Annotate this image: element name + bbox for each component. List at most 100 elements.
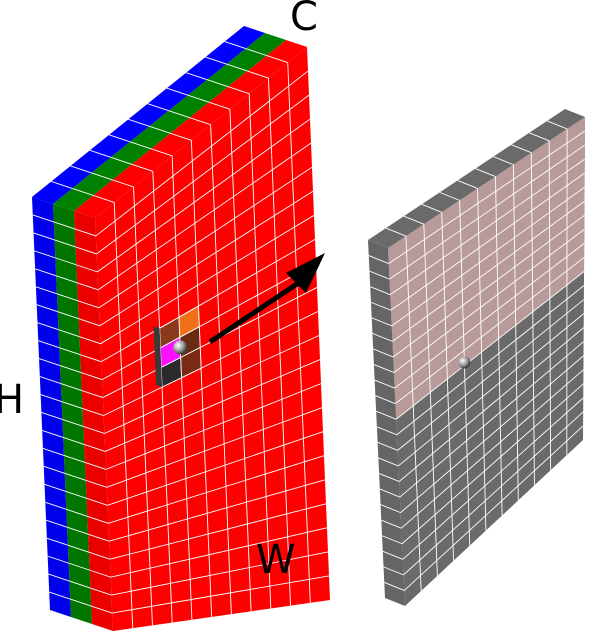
blue-channel-top-face: [32, 26, 265, 204]
output-side-grid-line: [384, 582, 405, 591]
height-label: H: [0, 377, 24, 423]
red-channel-top-grid-line: [170, 132, 192, 141]
red-channel-top-grid-line: [208, 101, 231, 110]
red-channel-side-grid-line: [88, 551, 111, 560]
green-channel-side-grid-line: [57, 311, 79, 320]
red-channel-front-grid-line: [133, 186, 153, 626]
output-side-grid-line: [381, 535, 403, 545]
blue-channel-side-grid-line: [49, 591, 71, 600]
red-channel-top-grid-line: [228, 86, 250, 95]
green-channel-top-grid-line: [149, 125, 171, 134]
red-channel-side-grid-line: [80, 372, 103, 381]
output-front-grid-line: [394, 243, 585, 389]
output-top-face: [368, 109, 585, 248]
blue-channel-top-grid-line: [166, 87, 189, 96]
green-channel-side-grid-line: [55, 275, 78, 284]
output-front-grid-line: [459, 200, 471, 546]
output-front-grid-line: [405, 236, 422, 591]
output-front-grid-line: [403, 411, 584, 576]
blue-channel-side-grid-line: [45, 501, 67, 510]
red-channel-front-grid-line: [97, 118, 311, 273]
red-channel-front-grid-line: [98, 166, 313, 309]
output-side-grid-line: [381, 519, 402, 529]
output-front-grid-line: [402, 397, 584, 560]
blue-channel-top-grid-line: [147, 103, 169, 112]
arrow-shaft: [208, 279, 302, 345]
blue-channel-top-grid-line: [224, 41, 246, 49]
output-front-grid-line: [401, 369, 584, 529]
output-front-grid-line: [512, 164, 519, 501]
green-channel-side-grid-line: [60, 383, 82, 391]
output-top-grid-line: [529, 132, 550, 142]
red-channel-front-grid-line: [106, 407, 323, 488]
green-channel-side-grid-line: [69, 580, 91, 589]
blue-channel-top-grid-line: [186, 72, 208, 81]
mapping-arrow: [208, 253, 325, 345]
arrow-head: [286, 253, 325, 293]
output-point: [458, 356, 471, 369]
output-top-grid-line: [546, 120, 568, 130]
output-side-grid-line: [377, 441, 398, 451]
blue-channel-side-grid-line: [43, 465, 65, 474]
output-front-grid-line: [393, 228, 585, 373]
red-channel-front-grid-line: [104, 359, 321, 452]
red-channel-front-grid-line: [108, 455, 325, 524]
output-side-grid-line: [370, 286, 391, 296]
blue-channel-side-grid-line: [40, 394, 62, 402]
output-side-grid-line: [376, 426, 398, 436]
red-channel-side-grid-line: [89, 569, 111, 578]
output-front-grid-line: [392, 200, 585, 342]
output-front-grid-line: [441, 212, 454, 561]
output-top-grid-line: [385, 227, 407, 237]
red-channel-front-grid-line: [96, 94, 310, 255]
output-side-face: [368, 240, 405, 606]
blue-channel-side-grid-line: [42, 430, 64, 438]
green-channel-side-grid-line: [54, 239, 76, 248]
red-channel-front-grid-line: [229, 109, 252, 612]
green-channel-top-grid-line: [226, 63, 248, 72]
red-channel-top-grid-line: [266, 55, 288, 63]
blue-channel: [32, 26, 265, 617]
blue-channel-top-grid-line: [51, 181, 73, 189]
red-channel-front-grid-line: [287, 62, 311, 603]
output-side-grid-line: [380, 504, 401, 514]
red-channel-side-grid-line: [87, 515, 109, 524]
red-channel-front-grid-line: [268, 78, 291, 606]
output-front-grid-line: [388, 130, 586, 264]
output-front-grid-line: [395, 257, 585, 405]
green-channel-top-grid-line: [207, 79, 229, 88]
red-channel-front-grid-line: [111, 551, 329, 596]
output-front-grid-line: [403, 425, 584, 591]
kernel-side: [153, 326, 163, 388]
output-top-grid-line: [421, 203, 442, 213]
blue-channel-top-grid-line: [128, 118, 150, 127]
blue-channel-side-grid-line: [38, 358, 61, 367]
output-side-grid-line: [375, 410, 397, 420]
red-channel-side-grid-line: [87, 533, 110, 542]
blue-channel-side-grid-line: [39, 376, 61, 384]
red-channel-side-grid-line: [84, 461, 107, 470]
red-channel-top-grid-line: [112, 179, 134, 188]
red-channel-side-grid-line: [79, 336, 101, 345]
green-channel-top-grid-line: [72, 188, 94, 196]
output-top-grid-line: [457, 180, 478, 189]
red-channel-side-grid-line: [90, 587, 112, 596]
output-front-grid-line: [401, 383, 584, 545]
blue-channel-side-grid-line: [47, 555, 69, 564]
red-channel-top-grid-line: [247, 70, 269, 79]
output-front-grid-line: [495, 176, 503, 516]
green-channel-side-grid-line: [65, 490, 87, 499]
red-channel-top-face: [74, 40, 307, 218]
red-channel-top-grid-line: [189, 117, 211, 126]
red-channel-front-grid-line: [97, 142, 312, 291]
red-channel-front-grid-line: [110, 527, 328, 578]
output-front-grid-line: [389, 158, 585, 296]
blue-channel-side-grid-line: [38, 340, 60, 349]
output-front-grid-line: [477, 188, 487, 531]
blue-channel-top-grid-line: [70, 165, 92, 174]
blue-channel-side-grid-line: [44, 483, 66, 492]
red-channel-side-grid-line: [80, 354, 102, 363]
red-channel-side-grid-line: [85, 479, 107, 488]
green-channel-side-grid-line: [53, 221, 75, 230]
width-label: W: [256, 537, 296, 583]
